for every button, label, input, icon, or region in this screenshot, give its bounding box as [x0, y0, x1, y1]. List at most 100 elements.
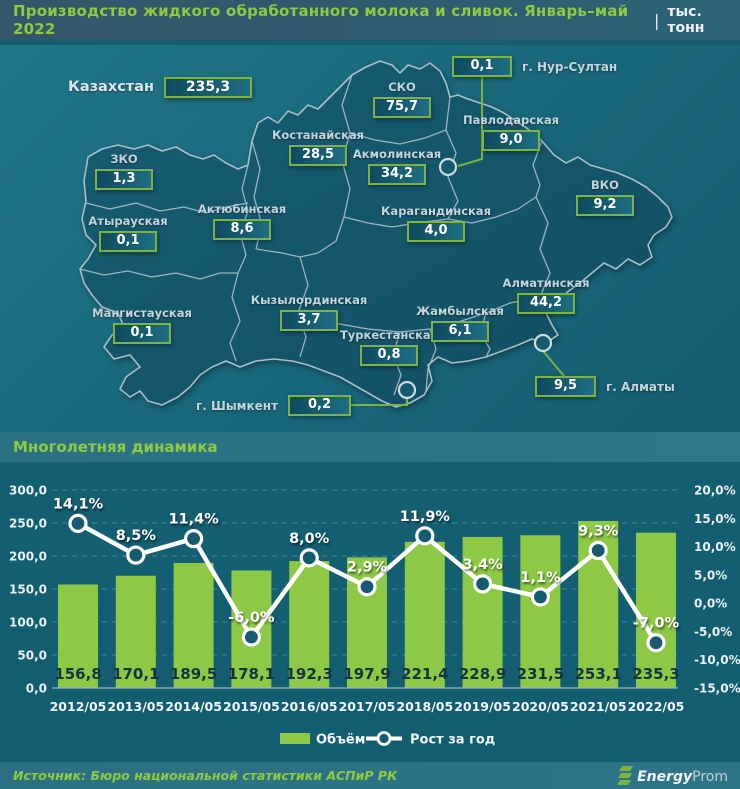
- bar: [404, 541, 445, 688]
- region-vko: ВКО 9,2: [574, 179, 636, 216]
- growth-label: -7,0%: [633, 616, 680, 632]
- bar-value-label: 197,9: [343, 665, 390, 683]
- growth-label: -6,0%: [228, 610, 275, 626]
- region-name: Атырауская: [88, 214, 168, 228]
- bar-line-chart: 300,0 250,0 200,0 150,0 100,0 50,0 0,0 20,0% 15,…: [9, 484, 740, 748]
- value-box: 75,7: [373, 97, 431, 118]
- callout-line-nursultan: [457, 75, 483, 167]
- region-name: Мангистауская: [92, 306, 192, 320]
- right-axis-tick: 15,0%: [694, 512, 736, 526]
- region-name: СКО: [388, 80, 416, 94]
- left-axis-tick: 150,0: [9, 583, 47, 597]
- value-box: 0,1: [113, 323, 171, 344]
- value-box: 9,5: [535, 376, 596, 397]
- left-axis-tick: 50,0: [17, 649, 47, 663]
- city-markers: [397, 157, 553, 400]
- right-axis-tick: -15,0%: [694, 682, 740, 696]
- x-axis-label: 2021/05: [570, 699, 627, 714]
- dynamics-chart-section: 300,0 250,0 200,0 150,0 100,0 50,0 0,0 20,0% 15,…: [0, 462, 740, 762]
- left-axis-tick: 300,0: [9, 484, 47, 498]
- line-marker: [646, 633, 666, 653]
- region-zko: ЗКО 1,3: [86, 153, 162, 190]
- city-shymkent: г. Шымкент 0,2: [196, 395, 352, 416]
- region-name: Актюбинская: [197, 202, 287, 216]
- callout-line-shymkent: [350, 398, 408, 406]
- region-zhambyl: Жамбылская 6,1: [416, 305, 504, 342]
- footer: Источник: Бюро национальной статистики А…: [0, 762, 740, 789]
- country-label: Казахстан: [68, 79, 155, 95]
- energyprom-logo: EnergyProm: [616, 765, 728, 786]
- line-marker: [473, 574, 493, 594]
- legend-line-marker: [376, 731, 392, 746]
- value-box: 1,3: [95, 169, 153, 190]
- line-marker: [415, 526, 435, 546]
- title-bar: Производство жидкого обработанного молок…: [0, 0, 740, 45]
- right-axis-tick: 5,0%: [694, 568, 727, 582]
- region-name: Жамбылская: [416, 304, 504, 318]
- value-box: 3,7: [280, 310, 338, 331]
- growth-label: 8,5%: [116, 528, 157, 544]
- region-almaty-region: Алматинская 44,2: [503, 277, 589, 314]
- bar-value-label: 178,1: [228, 665, 275, 683]
- x-axis-label: 2014/05: [165, 699, 222, 714]
- growth-label: 1,1%: [520, 570, 561, 586]
- title-unit: тыс. тонн: [667, 4, 705, 36]
- right-axis-tick: -5,0%: [694, 625, 732, 639]
- city-name: г. Нур-Султан: [522, 59, 618, 74]
- line-marker: [126, 545, 146, 565]
- left-axis-tick: 200,0: [9, 550, 47, 564]
- region-turkestan: Туркестанская 0,8: [340, 329, 438, 366]
- growth-label: 2,9%: [347, 560, 388, 576]
- growth-label: 11,9%: [400, 509, 451, 525]
- region-mangystau: Мангистауская 0,1: [92, 307, 192, 344]
- growth-label: 11,4%: [168, 512, 219, 528]
- city-name: г. Шымкент: [196, 398, 279, 413]
- value-box: 8,6: [213, 219, 271, 240]
- growth-label: 9,3%: [578, 524, 619, 540]
- value-box: 6,1: [431, 321, 489, 342]
- page-title: Производство жидкого обработанного молок…: [13, 2, 629, 38]
- legend-line-label: Рост за год: [410, 733, 495, 748]
- region-kostanay: Костанайская 28,5: [272, 129, 364, 166]
- left-axis-tick: 0,0: [26, 682, 47, 696]
- value-box: 9,0: [482, 130, 540, 151]
- region-akmola: Акмолинская 34,2: [352, 147, 442, 185]
- legend-bar-swatch: [280, 733, 310, 744]
- callout-lines: [350, 75, 565, 406]
- growth-label: 8,0%: [289, 531, 330, 547]
- bar-value-label: 231,5: [517, 665, 564, 683]
- growth-label: 14,1%: [53, 496, 104, 512]
- right-axis-tick: 0,0%: [694, 597, 727, 611]
- region-name: Кызылординская: [250, 293, 368, 307]
- title-separator: |: [653, 10, 660, 30]
- value-box: 4,0: [407, 221, 465, 242]
- region-name: Павлодарская: [462, 113, 560, 127]
- line-marker: [241, 627, 261, 647]
- logo-text-light: Prom: [692, 769, 728, 785]
- left-axis-tick: 100,0: [9, 616, 47, 630]
- value-box: 44,2: [517, 293, 575, 314]
- country-value-box: 235,3: [164, 77, 253, 98]
- left-axis-tick: 250,0: [9, 517, 47, 531]
- bar-value-label: 235,3: [632, 665, 679, 683]
- city-marker-almaty: [533, 333, 553, 353]
- region-name: Акмолинская: [352, 147, 442, 161]
- line-marker: [184, 529, 204, 549]
- bar: [289, 561, 330, 688]
- bar-value-label: 221,4: [401, 665, 448, 683]
- bar-value-label: 189,5: [170, 665, 217, 683]
- value-box: 0,1: [99, 231, 157, 252]
- line-marker: [588, 540, 608, 561]
- bar-value-label: 170,1: [112, 665, 159, 683]
- bar-value-label: 192,3: [285, 665, 332, 683]
- region-karaganda: Карагандинская 4,0: [381, 205, 491, 242]
- bar: [173, 562, 214, 688]
- logo-text-bold: Energy: [637, 769, 693, 785]
- region-name: ЗКО: [110, 152, 138, 166]
- bar: [115, 575, 156, 688]
- right-axis-tick: 10,0%: [694, 540, 736, 554]
- value-box: 34,2: [368, 164, 426, 185]
- region-pavlodar: Павлодарская 9,0: [463, 114, 559, 151]
- region-atyrau: Атырауская 0,1: [86, 215, 170, 252]
- value-box: 0,2: [288, 395, 352, 416]
